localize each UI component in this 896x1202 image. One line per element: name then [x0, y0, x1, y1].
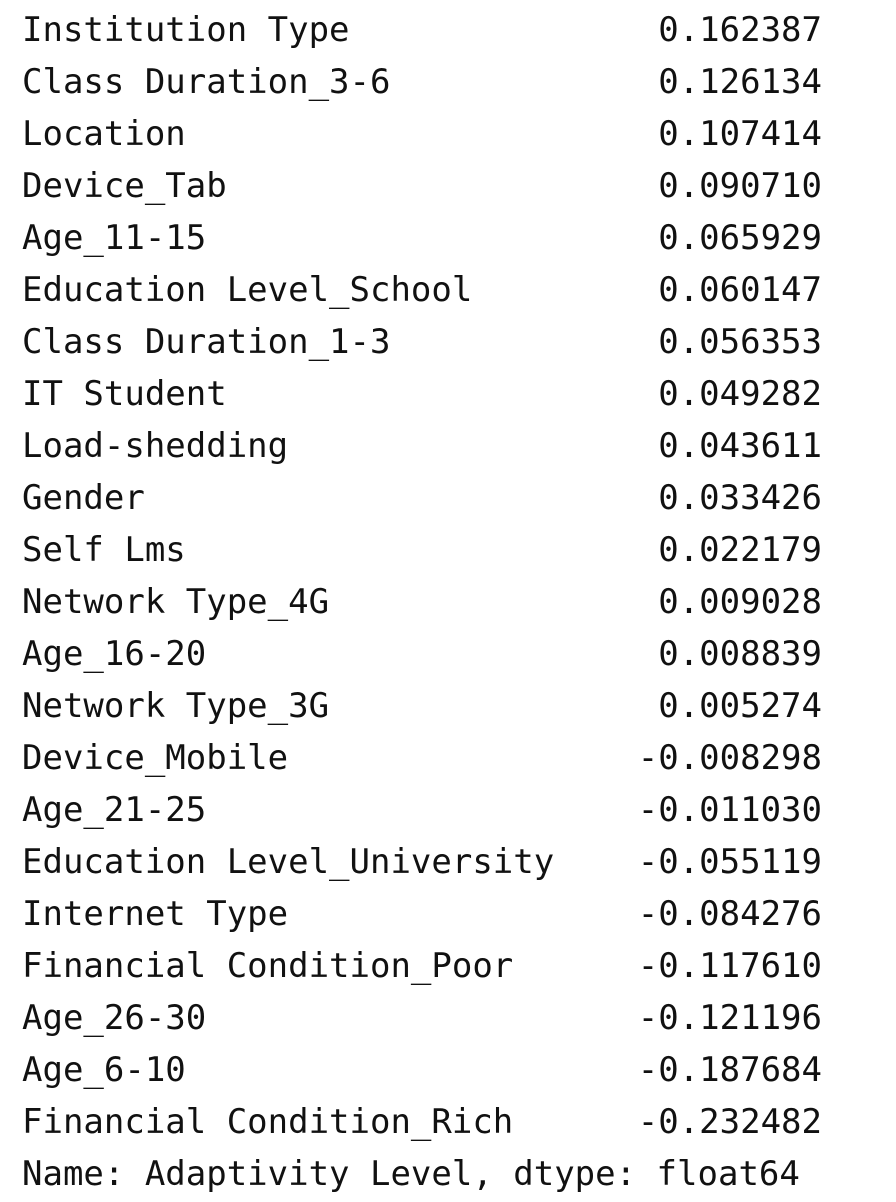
row-label: Age_26-30 — [22, 998, 207, 1038]
series-row: Class Duration_1-3 0.056353 — [22, 316, 822, 368]
series-row: Internet Type -0.084276 — [22, 888, 822, 940]
series-row: Institution Type 0.162387 — [22, 4, 822, 56]
row-label: Education Level_University — [22, 842, 555, 882]
row-value: 0.049282 — [658, 374, 822, 414]
row-value: -0.055119 — [637, 842, 822, 882]
row-value: 0.107414 — [658, 114, 822, 154]
series-rows: Institution Type 0.162387 Class Duration_3… — [22, 4, 822, 1148]
row-label: Internet Type — [22, 894, 289, 934]
row-label: Age_6-10 — [22, 1050, 186, 1090]
row-value: 0.009028 — [658, 582, 822, 622]
row-label: Age_21-25 — [22, 790, 207, 830]
row-value: -0.084276 — [637, 894, 822, 934]
row-label: Location — [22, 114, 186, 154]
row-label: Financial Condition_Rich — [22, 1102, 514, 1142]
row-value: 0.043611 — [658, 426, 822, 466]
series-row: Education Level_University -0.055119 — [22, 836, 822, 888]
series-row: Location 0.107414 — [22, 108, 822, 160]
series-row: IT Student 0.049282 — [22, 368, 822, 420]
series-row: Age_6-10 -0.187684 — [22, 1044, 822, 1096]
row-label: Self Lms — [22, 530, 186, 570]
series-row: Age_26-30 -0.121196 — [22, 992, 822, 1044]
row-label: Institution Type — [22, 10, 350, 50]
series-row: Financial Condition_Rich -0.232482 — [22, 1096, 822, 1148]
row-label: Class Duration_3-6 — [22, 62, 391, 102]
row-label: Network Type_3G — [22, 686, 330, 726]
row-value: -0.121196 — [637, 998, 822, 1038]
row-label: Device_Tab — [22, 166, 227, 206]
row-label: Device_Mobile — [22, 738, 289, 778]
series-row: Device_Mobile -0.008298 — [22, 732, 822, 784]
row-value: -0.008298 — [637, 738, 822, 778]
row-value: 0.162387 — [658, 10, 822, 50]
series-output: Institution Type 0.162387 Class Duration_3… — [22, 4, 822, 1200]
series-row: Network Type_4G 0.009028 — [22, 576, 822, 628]
row-label: Network Type_4G — [22, 582, 330, 622]
row-value: 0.022179 — [658, 530, 822, 570]
row-value: 0.065929 — [658, 218, 822, 258]
row-value: 0.005274 — [658, 686, 822, 726]
row-label: Age_11-15 — [22, 218, 207, 258]
series-row: Age_11-15 0.065929 — [22, 212, 822, 264]
series-row: Class Duration_3-6 0.126134 — [22, 56, 822, 108]
row-value: -0.187684 — [637, 1050, 822, 1090]
row-value: 0.090710 — [658, 166, 822, 206]
row-value: 0.056353 — [658, 322, 822, 362]
series-footer: Name: Adaptivity Level, dtype: float64 — [22, 1154, 800, 1194]
series-row: Age_21-25 -0.011030 — [22, 784, 822, 836]
row-label: Gender — [22, 478, 145, 518]
row-value: 0.060147 — [658, 270, 822, 310]
row-label: Load-shedding — [22, 426, 289, 466]
row-label: Class Duration_1-3 — [22, 322, 391, 362]
row-label: Age_16-20 — [22, 634, 207, 674]
series-row: Age_16-20 0.008839 — [22, 628, 822, 680]
series-row: Financial Condition_Poor -0.117610 — [22, 940, 822, 992]
row-value: 0.033426 — [658, 478, 822, 518]
row-value: 0.008839 — [658, 634, 822, 674]
row-label: Education Level_School — [22, 270, 473, 310]
row-value: -0.011030 — [637, 790, 822, 830]
series-row: Load-shedding 0.043611 — [22, 420, 822, 472]
series-row: Network Type_3G 0.005274 — [22, 680, 822, 732]
series-row: Education Level_School 0.060147 — [22, 264, 822, 316]
row-value: -0.232482 — [637, 1102, 822, 1142]
row-label: IT Student — [22, 374, 227, 414]
series-row: Gender 0.033426 — [22, 472, 822, 524]
series-row: Self Lms 0.022179 — [22, 524, 822, 576]
row-value: -0.117610 — [637, 946, 822, 986]
row-label: Financial Condition_Poor — [22, 946, 514, 986]
series-row: Device_Tab 0.090710 — [22, 160, 822, 212]
row-value: 0.126134 — [658, 62, 822, 102]
